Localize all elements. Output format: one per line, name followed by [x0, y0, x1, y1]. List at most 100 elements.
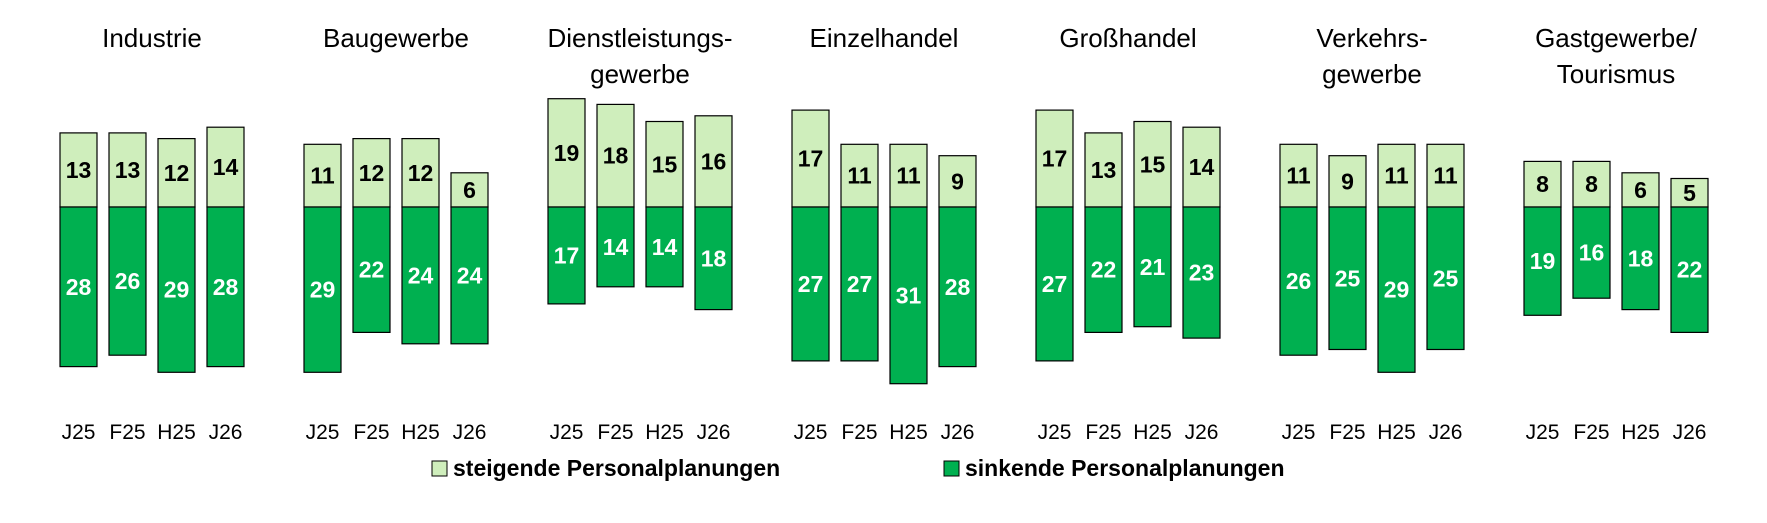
x-tick-label: J25: [1038, 421, 1072, 444]
data-label-rising: 19: [554, 140, 580, 166]
x-tick-label: F25: [1573, 421, 1609, 444]
bar-rising: [938, 155, 977, 208]
bar-falling: [791, 206, 830, 362]
panel-title: Baugewerbe: [323, 23, 469, 53]
legend-swatch-falling: [943, 460, 960, 477]
data-label-rising: 11: [1384, 163, 1409, 189]
x-tick-label: F25: [353, 421, 389, 444]
data-label-falling: 27: [798, 271, 824, 297]
data-label-falling: 18: [701, 245, 727, 271]
panel-title: gewerbe: [1322, 59, 1422, 89]
bar-falling: [157, 206, 196, 373]
bar-falling: [645, 206, 684, 288]
data-label-rising: 17: [1042, 146, 1068, 172]
data-label-rising: 9: [1341, 168, 1354, 194]
data-label-falling: 28: [213, 274, 239, 300]
bar-falling: [1279, 206, 1318, 356]
data-label-rising: 11: [1433, 163, 1458, 189]
x-tick-label: F25: [597, 421, 633, 444]
x-tick-label: H25: [401, 421, 440, 444]
data-label-falling: 25: [1335, 265, 1361, 291]
data-label-rising: 8: [1536, 171, 1549, 197]
bar-falling: [840, 206, 879, 362]
data-label-rising: 9: [951, 168, 964, 194]
data-label-falling: 26: [115, 268, 141, 294]
x-tick-label: J25: [1282, 421, 1316, 444]
data-label-falling: 22: [1677, 257, 1703, 283]
bar-falling: [1377, 206, 1416, 373]
panel-3: Einzelhandel 17 27 J25 11 27 F25 11 31 H25 9 28 J26: [791, 23, 977, 444]
data-label-falling: 14: [603, 234, 629, 260]
x-tick-label: J25: [62, 421, 96, 444]
panel-1: Baugewerbe 11 29 J25 12 22 F25 12 24 H25 6 24 J26: [303, 23, 489, 444]
data-label-rising: 5: [1683, 180, 1696, 206]
data-label-falling: 16: [1579, 240, 1605, 266]
bar-falling: [1523, 206, 1562, 316]
bar-falling: [596, 206, 635, 288]
data-label-falling: 22: [1091, 257, 1117, 283]
bar-rising: [1621, 172, 1660, 208]
data-label-falling: 29: [164, 277, 190, 303]
x-tick-label: H25: [157, 421, 196, 444]
data-label-falling: 25: [1433, 265, 1459, 291]
x-tick-label: J26: [697, 421, 731, 444]
bar-rising: [1328, 155, 1367, 208]
panel-5: Verkehrs-gewerbe 11 26 J25 9 25 F25 11 29 H25 11 25…: [1279, 23, 1465, 444]
data-label-rising: 11: [310, 163, 335, 189]
data-label-falling: 19: [1530, 248, 1556, 274]
panel-4: Großhandel 17 27 J25 13 22 F25 15 21 H25 14 23 J26: [1035, 23, 1221, 444]
x-tick-label: J25: [1526, 421, 1560, 444]
bar-rising: [1426, 143, 1465, 208]
data-label-rising: 6: [463, 177, 476, 203]
bar-falling: [1621, 206, 1660, 311]
x-tick-label: J26: [1429, 421, 1463, 444]
data-label-falling: 31: [896, 282, 922, 308]
panel-title: Gastgewerbe/: [1535, 23, 1698, 53]
x-tick-label: H25: [1133, 421, 1172, 444]
panel-title: Verkehrs-: [1316, 23, 1427, 53]
x-tick-label: J26: [941, 421, 975, 444]
data-label-falling: 18: [1628, 245, 1654, 271]
bar-rising: [840, 143, 879, 208]
data-label-rising: 11: [1286, 163, 1311, 189]
data-label-rising: 11: [847, 163, 872, 189]
chart-panels: Industrie1328J251326F251229H251428J26Bau…: [59, 23, 1709, 444]
bar-falling: [450, 206, 489, 345]
x-tick-label: F25: [841, 421, 877, 444]
data-label-falling: 21: [1140, 254, 1166, 280]
data-label-rising: 16: [701, 148, 727, 174]
data-label-rising: 8: [1585, 171, 1598, 197]
bar-falling: [1182, 206, 1221, 339]
data-label-rising: 13: [1091, 157, 1117, 183]
panel-title: gewerbe: [590, 59, 690, 89]
data-label-rising: 12: [164, 160, 190, 186]
x-tick-label: H25: [1621, 421, 1660, 444]
data-label-falling: 17: [554, 242, 580, 268]
bar-falling: [352, 206, 391, 334]
bar-rising: [352, 138, 391, 208]
x-tick-label: J26: [209, 421, 243, 444]
data-label-rising: 6: [1634, 177, 1647, 203]
x-tick-label: H25: [889, 421, 928, 444]
bar-falling: [938, 206, 977, 368]
bar-rising: [1572, 160, 1611, 208]
legend-swatch-rising: [431, 460, 448, 477]
x-tick-label: J26: [1185, 421, 1219, 444]
bar-rising: [645, 120, 684, 208]
data-label-falling: 22: [359, 257, 385, 283]
panel-2: Dienstleistungs-gewerbe 19 17 J25 18 14 F25 15 1…: [547, 23, 733, 444]
data-label-falling: 27: [1042, 271, 1068, 297]
bar-falling: [59, 206, 98, 368]
bar-rising: [889, 143, 928, 208]
data-label-rising: 14: [213, 154, 239, 180]
x-tick-label: J25: [306, 421, 340, 444]
x-tick-label: H25: [1377, 421, 1416, 444]
panel-title: Dienstleistungs-: [548, 23, 733, 53]
panel-6: Gastgewerbe/Tourismus 8 19 J25 8 16 F25 6 18 H25 5…: [1523, 23, 1709, 444]
data-label-rising: 13: [115, 157, 141, 183]
bar-falling: [1426, 206, 1465, 351]
data-label-rising: 12: [408, 160, 434, 186]
data-label-falling: 24: [408, 262, 434, 288]
bar-rising: [1670, 177, 1709, 208]
